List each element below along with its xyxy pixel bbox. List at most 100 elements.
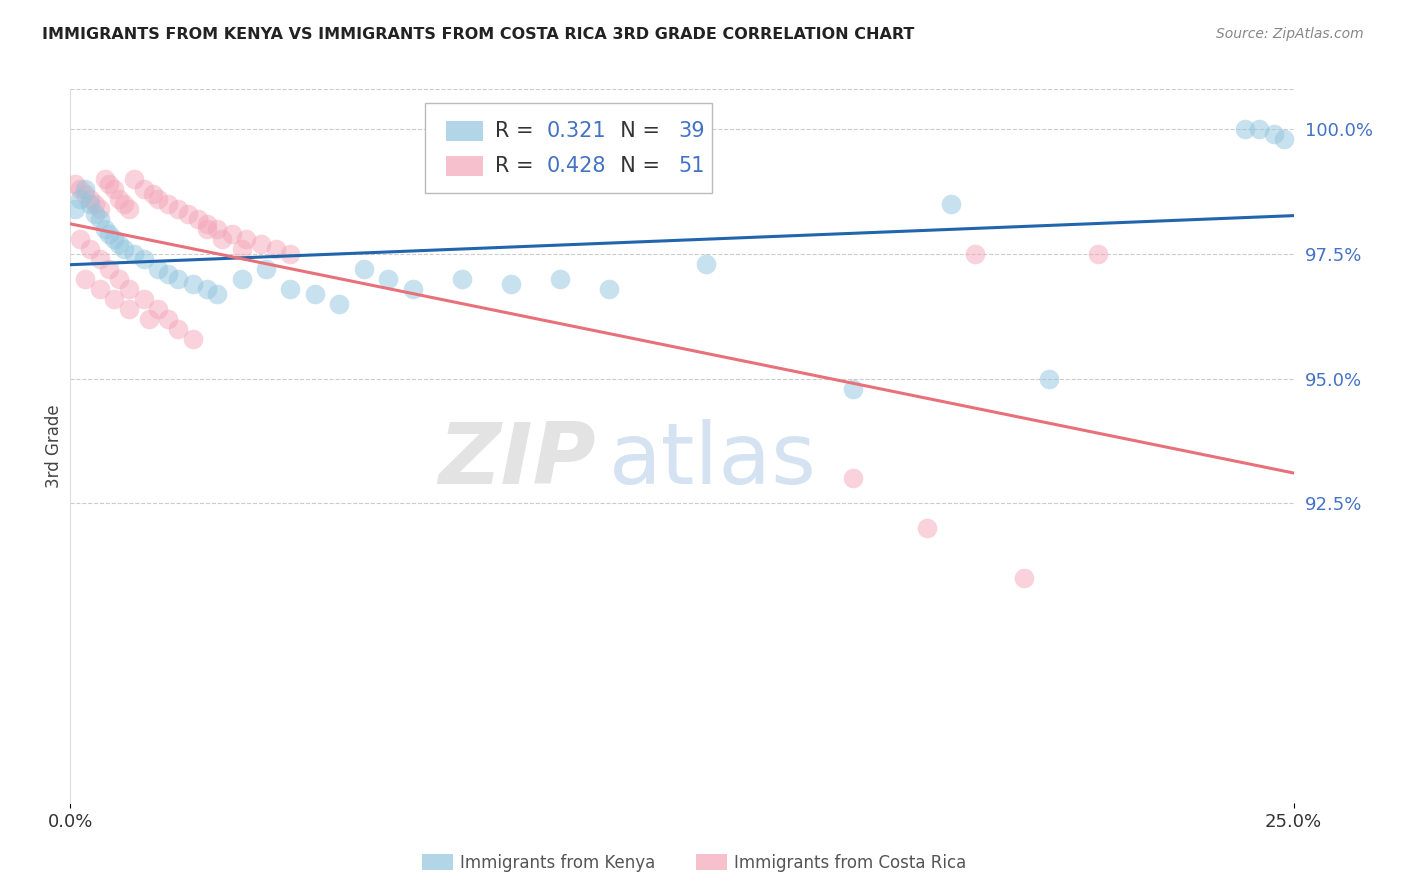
Point (167, 322, 190, 336)
Point (118, 282, 141, 296)
Point (598, 282, 620, 296)
Point (548, 272, 571, 286)
Point (328, 297, 350, 311)
Point (103, 292, 125, 306)
Point (142, 186, 165, 201)
Point (108, 192, 131, 206)
Text: Source: ZipAtlas.com: Source: ZipAtlas.com (1216, 27, 1364, 41)
Point (108, 272, 131, 286)
Point (280, 247, 302, 261)
Point (1087, 247, 1109, 261)
Point (965, 247, 987, 261)
Point (83, 207, 105, 221)
Point (98, 227, 121, 241)
Point (1272, 132, 1295, 146)
Point (167, 272, 190, 286)
Point (1233, 122, 1256, 136)
Text: 0.321: 0.321 (546, 120, 606, 141)
Point (205, 286, 228, 301)
Point (695, 257, 717, 271)
Point (842, 471, 865, 485)
Point (89, 282, 111, 296)
Point (939, 197, 962, 211)
Point (177, 207, 200, 221)
Point (138, 311, 160, 326)
Point (157, 311, 180, 326)
Point (231, 242, 253, 256)
Point (211, 232, 233, 246)
Point (205, 222, 228, 236)
Point (195, 217, 218, 231)
Point (93, 172, 115, 186)
Point (353, 261, 375, 276)
Point (450, 272, 472, 286)
Point (122, 247, 145, 261)
Point (89, 252, 111, 266)
Point (118, 301, 141, 316)
Text: Immigrants from Costa Rica: Immigrants from Costa Rica (734, 854, 966, 871)
Point (402, 282, 425, 296)
Point (235, 232, 257, 246)
Bar (446, 120, 482, 141)
Text: ZIP: ZIP (439, 418, 596, 502)
Point (98, 261, 121, 276)
FancyBboxPatch shape (425, 103, 713, 193)
Point (112, 242, 135, 256)
Point (69, 232, 91, 246)
Text: 39: 39 (678, 120, 704, 141)
Point (148, 261, 170, 276)
Point (132, 292, 155, 306)
Text: atlas: atlas (609, 418, 817, 502)
Point (377, 272, 399, 286)
Point (231, 272, 253, 286)
Point (1249, 122, 1271, 136)
Text: Immigrants from Kenya: Immigrants from Kenya (460, 854, 655, 871)
Point (89, 202, 111, 216)
Point (69, 182, 91, 196)
Text: R =: R = (495, 155, 540, 176)
Point (89, 211, 111, 226)
Point (186, 211, 208, 226)
Point (63, 202, 86, 216)
Text: 0.428: 0.428 (546, 155, 606, 176)
Text: R =: R = (495, 120, 540, 141)
Point (181, 332, 204, 346)
Point (304, 286, 326, 301)
Point (157, 197, 180, 211)
Point (1038, 371, 1060, 385)
Point (915, 521, 938, 535)
Point (69, 192, 91, 206)
Point (280, 282, 302, 296)
Point (1014, 571, 1036, 585)
Point (167, 202, 190, 216)
Point (93, 222, 115, 236)
Point (1263, 127, 1285, 141)
Point (264, 242, 287, 256)
Point (63, 177, 86, 191)
Text: IMMIGRANTS FROM KENYA VS IMMIGRANTS FROM COSTA RICA 3RD GRADE CORRELATION CHART: IMMIGRANTS FROM KENYA VS IMMIGRANTS FROM… (42, 27, 914, 42)
Point (122, 172, 145, 186)
Bar (446, 155, 482, 176)
Point (79, 242, 101, 256)
Text: N =: N = (607, 120, 666, 141)
Point (112, 197, 135, 211)
Point (73, 186, 96, 201)
Point (254, 261, 277, 276)
Point (148, 301, 170, 316)
Point (83, 197, 105, 211)
Point (108, 236, 131, 251)
Point (73, 182, 96, 196)
Point (73, 272, 96, 286)
Point (132, 252, 155, 266)
Point (103, 232, 125, 246)
Point (221, 227, 243, 241)
Point (195, 282, 218, 296)
Y-axis label: 3rd Grade: 3rd Grade (45, 404, 63, 488)
Point (79, 197, 101, 211)
Point (148, 192, 170, 206)
Point (842, 382, 865, 396)
Point (499, 277, 522, 291)
Text: N =: N = (607, 155, 666, 176)
Text: 51: 51 (678, 155, 704, 176)
Point (79, 192, 101, 206)
